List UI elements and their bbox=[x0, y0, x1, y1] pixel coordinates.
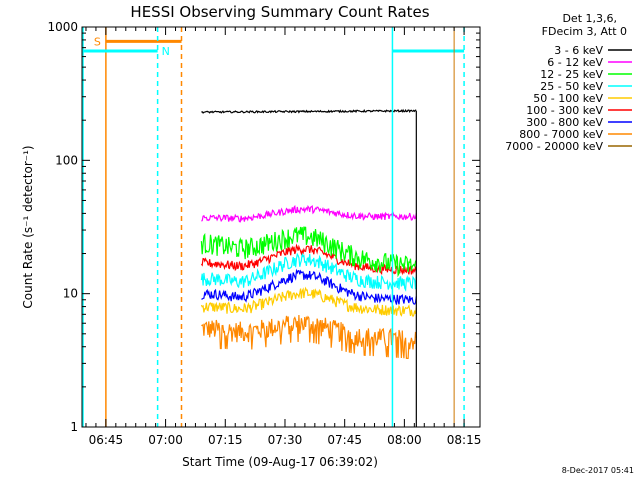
night-label: N bbox=[162, 45, 170, 58]
series-line-2 bbox=[200, 226, 417, 278]
legend-header-line-2: FDecim 3, Att 0 bbox=[542, 25, 627, 38]
y-tick-label: 10 bbox=[63, 287, 78, 301]
chart-title: HESSI Observing Summary Count Rates bbox=[130, 3, 429, 21]
series-layer bbox=[200, 108, 417, 427]
plot-frame bbox=[81, 26, 481, 428]
y-axis-label: Count Rate (s⁻¹ detector⁻¹) bbox=[21, 145, 35, 308]
legend-label: 12 - 25 keV bbox=[540, 68, 603, 81]
x-tick-label: 08:15 bbox=[447, 433, 482, 447]
y-tick-label: 1 bbox=[70, 420, 78, 434]
axis-layer: 1 10 100 1000 06:45 07:00 07:15 07:30 07:45 08:00… bbox=[47, 20, 481, 447]
x-tick-label: 08:00 bbox=[387, 433, 422, 447]
legend-label: 50 - 100 keV bbox=[533, 92, 603, 105]
legend-label: 300 - 800 keV bbox=[526, 116, 603, 129]
legend-label: 3 - 6 keV bbox=[554, 44, 603, 57]
y-tick-label: 1000 bbox=[47, 20, 78, 34]
series-line-4 bbox=[200, 286, 417, 318]
x-tick-label: 07:30 bbox=[268, 433, 303, 447]
series-line-0 bbox=[201, 108, 417, 114]
legend-header-line-1: Det 1,3,6, bbox=[562, 12, 617, 25]
legend-label: 800 - 7000 keV bbox=[519, 128, 603, 141]
series-line-7 bbox=[201, 314, 417, 359]
x-tick-label: 06:45 bbox=[89, 433, 124, 447]
legend-label: 6 - 12 keV bbox=[547, 56, 603, 69]
x-axis-label: Start Time (09-Aug-17 06:39:02) bbox=[182, 455, 378, 469]
legend-label: 7000 - 20000 keV bbox=[505, 140, 603, 153]
legend-label: 25 - 50 keV bbox=[540, 80, 603, 93]
y-tick-label: 100 bbox=[55, 153, 78, 167]
x-tick-label: 07:45 bbox=[327, 433, 362, 447]
x-tick-label: 07:15 bbox=[208, 433, 243, 447]
series-line-3 bbox=[200, 252, 417, 292]
legend-label: 100 - 300 keV bbox=[526, 104, 603, 117]
x-tick-label: 07:00 bbox=[148, 433, 183, 447]
marker-layer: SN bbox=[82, 27, 465, 427]
series-line-1 bbox=[201, 204, 417, 223]
series-line-6 bbox=[201, 268, 417, 305]
saa-label: S bbox=[94, 35, 101, 48]
footer-timestamp: 8-Dec-2017 05:41 bbox=[562, 466, 634, 475]
